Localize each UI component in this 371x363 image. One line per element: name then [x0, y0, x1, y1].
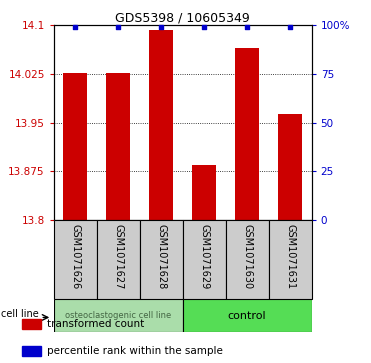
- Point: [72, 24, 78, 30]
- Bar: [22, 346, 41, 356]
- Text: control: control: [228, 311, 266, 321]
- Text: GSM1071629: GSM1071629: [199, 224, 209, 289]
- Text: transformed count: transformed count: [47, 319, 144, 329]
- Bar: [183, 299, 312, 332]
- Bar: [269, 220, 312, 299]
- Bar: [106, 73, 130, 220]
- Text: GSM1071626: GSM1071626: [70, 224, 80, 289]
- Text: osteoclastogenic cell line: osteoclastogenic cell line: [65, 311, 171, 320]
- Text: percentile rank within the sample: percentile rank within the sample: [47, 346, 223, 356]
- Bar: [226, 220, 269, 299]
- Text: GSM1071630: GSM1071630: [242, 224, 252, 289]
- Bar: [150, 30, 173, 220]
- Point: [115, 24, 121, 30]
- Bar: [140, 220, 183, 299]
- Text: GSM1071627: GSM1071627: [113, 224, 123, 289]
- Bar: [193, 164, 216, 220]
- Title: GDS5398 / 10605349: GDS5398 / 10605349: [115, 11, 250, 24]
- Point: [287, 24, 293, 30]
- Bar: [54, 220, 97, 299]
- Bar: [278, 114, 302, 220]
- Point: [244, 24, 250, 30]
- Bar: [235, 48, 259, 220]
- Bar: [54, 299, 183, 332]
- Point: [158, 24, 164, 30]
- Text: cell line: cell line: [1, 309, 39, 319]
- Bar: [183, 220, 226, 299]
- Point: [201, 24, 207, 30]
- Text: GSM1071631: GSM1071631: [285, 224, 295, 289]
- Text: GSM1071628: GSM1071628: [156, 224, 166, 289]
- Bar: [63, 73, 87, 220]
- Bar: [97, 220, 140, 299]
- Bar: [22, 319, 41, 329]
